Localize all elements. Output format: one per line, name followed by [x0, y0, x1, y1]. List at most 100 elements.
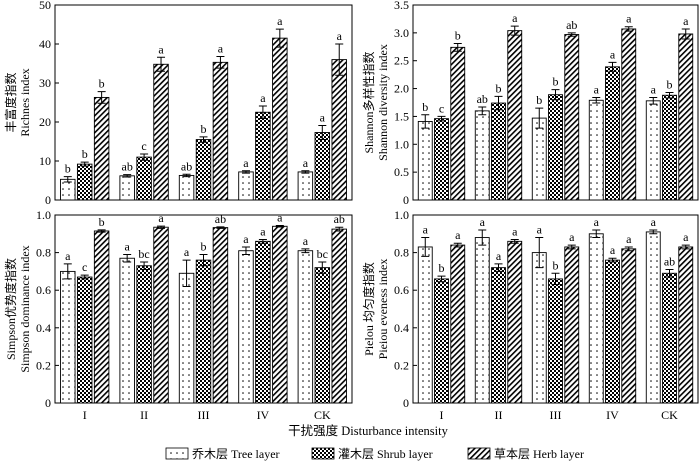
error-bar [258, 105, 267, 119]
legend-label-herb: 草本层 Herb layer [494, 447, 584, 461]
error-bar [551, 272, 560, 286]
error-bar [592, 96, 601, 104]
y-tick-label: 0.6 [36, 283, 51, 297]
bar-shrub [434, 278, 449, 404]
bar-shrub [491, 102, 506, 201]
significance-letter: ab [181, 159, 192, 173]
x-tick-label: I [83, 408, 87, 422]
bar-herb [621, 28, 637, 201]
legend-swatch-herb [467, 447, 491, 460]
bar-tree [588, 233, 604, 404]
significance-letter: a [496, 249, 502, 263]
significance-letter: ab [477, 92, 488, 106]
x-tick-label: III [198, 408, 210, 422]
bar-tree [178, 174, 195, 201]
error-bar [567, 32, 576, 37]
significance-letter: a [303, 156, 309, 170]
error-bar [216, 55, 225, 69]
error-bar [63, 176, 72, 183]
significance-letter: ab [566, 18, 577, 32]
error-bar [478, 106, 487, 116]
bar-tree [531, 252, 547, 404]
significance-letter: ab [334, 212, 345, 226]
significance-letter: a [626, 12, 632, 26]
bar-shrub [314, 132, 331, 201]
significance-letter: a [65, 249, 71, 263]
significance-letter: a [218, 41, 224, 55]
significance-letter: a [260, 224, 266, 238]
bar-tree [297, 250, 314, 404]
error-bar [494, 263, 503, 272]
bar-herb [331, 59, 347, 201]
significance-letter: c [82, 260, 87, 274]
significance-letter: ab [664, 255, 675, 269]
y-tick-label: 0.8 [394, 246, 409, 260]
error-bar [453, 242, 462, 248]
error-bar [97, 91, 106, 104]
bar-tree [645, 231, 661, 404]
error-bar [681, 28, 690, 40]
pielou-panel: 0 0.2 0.4 0.6 0.8 1.0 Pielou 均匀度指数 Pieiou evene… [361, 208, 699, 422]
significance-letter: a [683, 14, 689, 28]
significance-letter: a [158, 211, 164, 225]
significance-letter: a [683, 230, 689, 244]
bar-herb [450, 244, 466, 404]
error-bar [649, 96, 658, 105]
bar-shrub [255, 111, 271, 201]
y-tick-label: 0 [403, 396, 409, 410]
error-bar [535, 237, 544, 269]
bar-herb [678, 33, 694, 201]
error-bar [157, 56, 166, 72]
bar-tree [60, 270, 76, 404]
significance-letter: a [260, 91, 266, 105]
error-bar [318, 125, 327, 141]
significance-letter: ab [122, 160, 133, 174]
significance-letter: b [667, 77, 673, 91]
significance-letter: a [651, 215, 657, 229]
bar-herb [678, 246, 694, 404]
y-tick-label: 1.0 [36, 208, 51, 222]
significance-letter: b [422, 100, 428, 114]
error-bar [63, 263, 72, 280]
significance-letter: a [423, 223, 429, 237]
significance-letter: b [496, 81, 502, 95]
x-tick-label: IV [606, 408, 619, 422]
bar-shrub [548, 278, 563, 404]
significance-letter: c [141, 139, 146, 153]
bar-shrub [662, 272, 677, 404]
y-tick-label: 3.0 [394, 26, 409, 40]
significance-letter: a [158, 42, 164, 56]
significance-letter: b [553, 258, 559, 272]
significance-letter: b [439, 261, 445, 275]
error-bar [275, 225, 284, 228]
error-bar [608, 257, 617, 263]
significance-letter: b [201, 122, 207, 136]
y-tick-label: 0 [45, 396, 51, 410]
significance-letter: a [512, 11, 518, 25]
bar-herb [564, 246, 580, 404]
error-bar [123, 174, 132, 178]
significance-letter: ab [215, 212, 226, 226]
y-tick-label: 0.8 [36, 246, 51, 260]
error-bar [494, 95, 503, 111]
bar-herb [331, 228, 347, 404]
x-tick-label: IV [257, 408, 270, 422]
bar-herb [212, 61, 229, 201]
bar-shrub [314, 267, 331, 404]
error-bar [140, 153, 149, 161]
bar-shrub [76, 276, 93, 404]
error-bar [335, 43, 344, 76]
bar-shrub [605, 259, 620, 404]
bar-shrub [605, 66, 620, 201]
error-bar [335, 226, 344, 232]
error-bar [535, 107, 544, 129]
bar-tree [238, 250, 254, 404]
error-bar [301, 170, 310, 174]
error-bar [216, 226, 225, 229]
significance-letter: a [320, 111, 326, 125]
significance-letter: a [537, 223, 543, 237]
error-bar [123, 253, 132, 263]
error-bar [478, 229, 487, 246]
error-bar [318, 261, 327, 274]
y-tick-label: 0.6 [394, 283, 409, 297]
